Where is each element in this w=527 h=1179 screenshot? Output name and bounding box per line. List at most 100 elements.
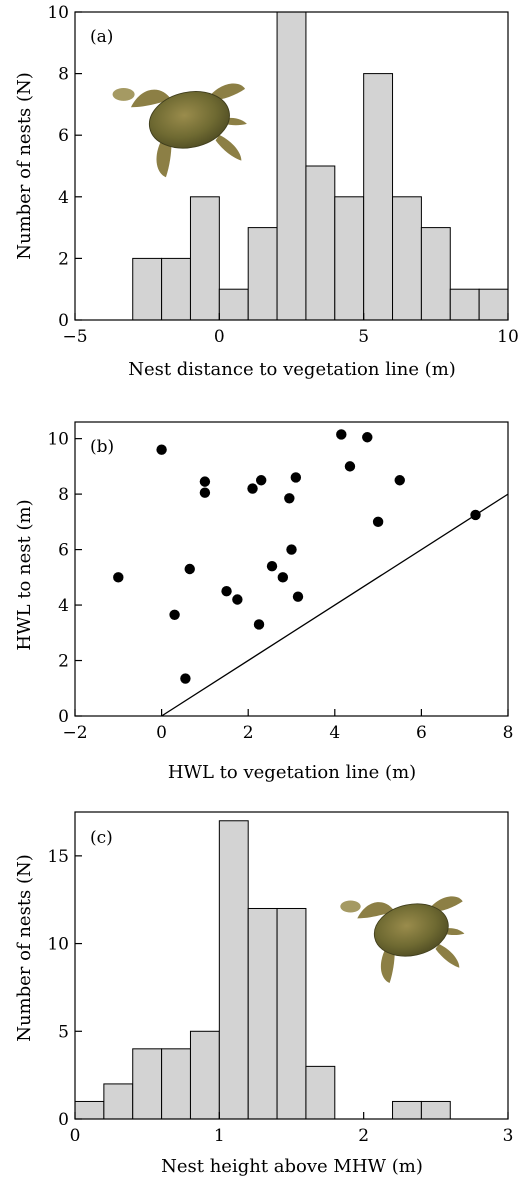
panel-c-histogram-bar	[74, 1100, 105, 1120]
panel-a-histogram-bar	[189, 196, 220, 321]
panel-b-data-point	[286, 544, 297, 555]
panel-c-histogram-bar	[161, 1048, 191, 1120]
panel-a-y-tick-label: 10	[47, 3, 69, 23]
panel-b-data-point	[394, 475, 405, 486]
panel-b-data-point	[199, 476, 211, 487]
panel-c-plot-frame	[74, 811, 509, 1120]
panel-c: 0 1 2 3 0 5 10 15 (c) Nest height above MHW (m)…	[14, 811, 514, 1177]
panel-b-y-tick-label: 10	[47, 430, 69, 450]
panel-b-data-point	[199, 487, 211, 498]
panel-b-data-point	[372, 516, 384, 528]
panel-a-x-tick-label: 10	[497, 327, 519, 347]
panel-b-y-tick-label: 2	[58, 652, 69, 672]
panel-b-data-point	[180, 673, 191, 684]
panel-b-data-point	[292, 591, 304, 602]
panel-b-x-tick-label: −2	[62, 723, 87, 743]
panel-a-plot-frame	[74, 11, 509, 321]
panel-b-data-point	[290, 472, 302, 483]
panel-b-data-point	[113, 572, 124, 583]
panel-a-histogram-bar	[276, 11, 307, 321]
panel-b-data-point	[156, 444, 167, 455]
panel-b-x-tick-label: 6	[416, 723, 427, 743]
panel-b-data-point	[169, 609, 180, 620]
panel-b-x-tick-label: 4	[329, 723, 340, 743]
panel-b-data-point	[470, 509, 481, 521]
panel-b-x-tick-label: 0	[156, 723, 167, 743]
panel-b-plot-frame	[74, 421, 509, 717]
panel-b-data-point	[336, 429, 347, 440]
panel-c-histogram-bar	[132, 1048, 163, 1120]
panel-c-y-tick-label: 0	[58, 1110, 69, 1130]
panel-b-y-tick-label: 8	[58, 485, 69, 505]
panel-a-bars	[132, 11, 509, 321]
panel-b-data-point	[284, 493, 295, 504]
panel-b-x-tick-label: 8	[503, 723, 514, 743]
panel-c-y-tick-label: 5	[58, 1022, 69, 1042]
panel-b-label: (b)	[90, 437, 114, 457]
panel-c-illustration	[339, 895, 465, 984]
panel-a-histogram-bar	[478, 288, 509, 321]
panel-c-y-tick-label: 10	[47, 935, 69, 955]
panel-c-histogram-bar	[218, 820, 249, 1120]
panel-a-histogram-bar	[161, 257, 191, 321]
panel-a-y-tick-label: 0	[58, 311, 69, 331]
panel-c-bars	[74, 820, 451, 1120]
panel-c-histogram-bar	[420, 1100, 451, 1120]
panel-c-histogram-bar	[276, 907, 307, 1120]
panel-a-illustration	[112, 83, 248, 178]
panel-b-data-point	[184, 563, 195, 575]
panel-c-histogram-bar	[305, 1065, 336, 1120]
panel-a-y-tick-label: 6	[58, 126, 69, 146]
panel-c-x-tick-label: 1	[214, 1126, 225, 1146]
panel-a-histogram-bar	[449, 288, 480, 321]
panel-a-histogram-bar	[305, 165, 336, 321]
panel-c-x-tick-label: 0	[70, 1126, 81, 1146]
panel-b-data-point	[253, 619, 265, 630]
panel-a-x-axis-label: Nest distance to vegetation line (m)	[128, 359, 456, 380]
panel-b-data-point	[266, 561, 278, 572]
panel-a-y-axis-label: Number of nests (N)	[14, 72, 35, 260]
panel-b-data-point	[344, 461, 356, 472]
panel-b-data-point	[247, 483, 258, 494]
panel-c-histogram-bar	[103, 1083, 134, 1120]
panel-a-histogram-bar	[420, 227, 451, 321]
panel-a-histogram-bar	[247, 227, 278, 321]
panel-b-y-axis-label: HWL to nest (m)	[14, 499, 35, 650]
panel-a-x-tick-label: 0	[214, 327, 225, 347]
panel-a-y-tick-label: 4	[58, 188, 69, 208]
panel-b-x-axis-label: HWL to vegetation line (m)	[168, 762, 416, 783]
panel-a-x-tick-label: −5	[62, 327, 87, 347]
panel-b-points	[113, 429, 481, 684]
panel-a-label: (a)	[90, 27, 113, 47]
panel-c-y-tick-label: 15	[47, 847, 69, 867]
panel-b-y-tick-label: 6	[58, 541, 69, 561]
panel-b-reference-line	[161, 493, 509, 717]
panel-b-data-point	[221, 585, 232, 597]
panel-c-histogram-bar	[247, 907, 278, 1120]
panel-b-data-point	[277, 572, 289, 583]
panel-a-x-tick-label: 5	[358, 327, 369, 347]
panel-c-histogram-bar	[189, 1030, 220, 1120]
panel-b-y-tick-label: 0	[58, 707, 69, 727]
panel-c-x-axis-label: Nest height above MHW (m)	[161, 1156, 423, 1177]
panel-a-histogram-bar	[218, 288, 249, 321]
panel-b-data-point	[362, 432, 373, 443]
panel-c-x-tick-label: 2	[358, 1126, 369, 1146]
panel-b-data-point	[232, 594, 243, 605]
panel-a-histogram-bar	[132, 257, 163, 321]
panel-c-x-tick-label: 3	[503, 1126, 514, 1146]
sea-turtle-icon	[339, 895, 465, 984]
panel-a-histogram-bar	[392, 196, 422, 321]
panel-b-data-point	[255, 475, 267, 486]
panel-a-histogram-bar	[334, 196, 365, 321]
panel-c-histogram-bar	[392, 1100, 422, 1120]
panel-a-y-tick-label: 8	[58, 65, 69, 85]
panel-a-y-tick-label: 2	[58, 249, 69, 269]
panel-b-x-tick-label: 2	[243, 723, 254, 743]
sea-turtle-icon	[112, 83, 248, 178]
